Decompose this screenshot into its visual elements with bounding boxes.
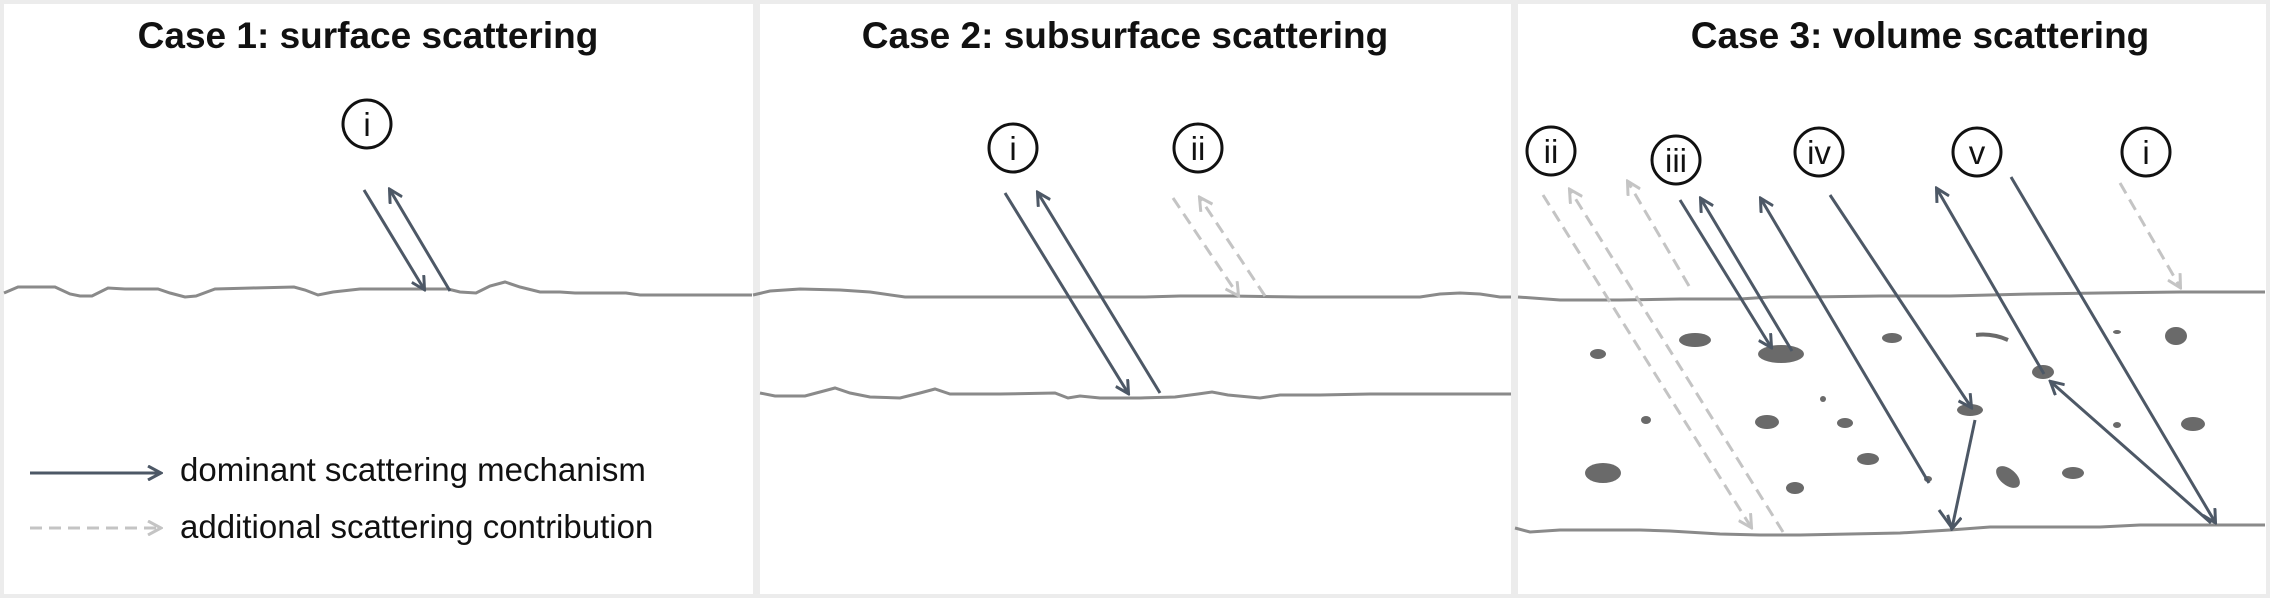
label-circle-i: i [341,98,393,150]
surface-boundary [1517,290,2265,302]
backscatter-arrow [1937,189,2046,375]
scatterer [1882,333,1902,343]
legend-dominant-label: dominant scattering mechanism [180,451,646,488]
svg-text:i: i [2142,134,2149,171]
scatterer [1996,466,2020,488]
scatterer [2165,327,2187,345]
scatterer [1641,416,1651,424]
surface-boundary [752,287,1511,299]
label-circle-i: i [987,122,1039,174]
label-circle-v: v [1951,126,2003,178]
scatterer [1820,396,1826,402]
incident-arrow [2009,176,2215,522]
additional-backscatter-arrow [1200,198,1267,297]
svg-text:v: v [1969,134,1986,171]
backscatter-arrow [1761,199,1931,484]
svg-text:i: i [363,106,370,143]
scatterer [1585,463,1621,483]
incident-arrow [362,189,424,289]
label-circle-i: i [2120,126,2172,178]
surface-boundary [3,280,752,299]
label-circle-iii: iii [1650,134,1702,186]
additional-backscatter-arrow [1628,182,1691,287]
backscatter-arrow [1937,509,1954,529]
incident-arrow [1678,199,1771,347]
backscatter-arrow [1701,199,1794,352]
scatterer [1590,349,1606,359]
scatterer [1758,345,1804,363]
scatterer [2113,422,2121,428]
additional-incident-arrow [1171,197,1238,295]
label-circle-ii: ii [1525,125,1577,177]
volume-scatter-arrow [1952,419,1977,528]
panel-case-1 [4,4,753,594]
scatterer [2181,417,2205,431]
scatterer [1786,482,1804,494]
scatterer [1975,332,2009,342]
label-circle-iv: iv [1793,126,1845,178]
panel-title-case-3: Case 3: volume scattering [1691,15,2150,56]
scatterer [1755,415,1779,429]
additional-incident-arrow [2118,182,2180,287]
svg-text:iv: iv [1807,134,1831,171]
svg-text:i: i [1009,130,1016,167]
panel-case-2 [760,4,1511,594]
scatterer [2062,467,2084,479]
scatterer [2113,330,2121,334]
additional-incident-arrow [1541,194,1751,527]
legend-additional-label: additional scattering contribution [180,508,653,545]
scatterer [1857,453,1879,465]
svg-text:iii: iii [1665,142,1687,179]
scatterer [1837,418,1853,428]
svg-text:ii: ii [1191,130,1206,167]
backscatter-arrow [390,190,452,292]
label-circle-ii: ii [1172,122,1224,174]
panel-title-case-1: Case 1: surface scattering [138,15,599,56]
subsurface-boundary [759,386,1511,400]
svg-text:ii: ii [1544,133,1559,170]
subsurface-boundary [1514,523,2265,537]
incident-arrow [1003,192,1128,393]
panel-title-case-2: Case 2: subsurface scattering [862,15,1388,56]
scatterer [1679,333,1711,347]
backscatter-arrow [1038,193,1162,394]
volume-scatter-arrow [2051,382,2212,525]
incident-arrow [1828,194,1971,407]
additional-backscatter-arrow [1570,190,1785,533]
